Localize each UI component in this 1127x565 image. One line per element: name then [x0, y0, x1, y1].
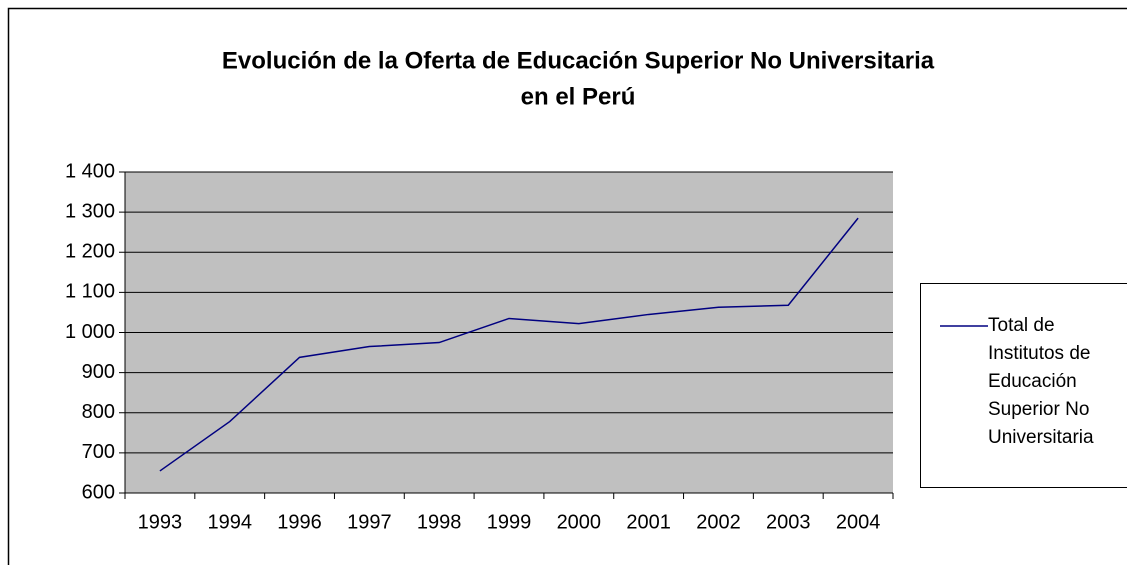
x-tick-label: 1994 [207, 511, 252, 533]
y-tick-label: 700 [82, 441, 115, 463]
x-tick-label: 2002 [696, 511, 741, 533]
y-tick-label: 1 300 [65, 200, 115, 222]
chart-title: en el Perú [521, 83, 636, 110]
y-tick-label: 900 [82, 361, 115, 383]
legend-box [920, 283, 1127, 488]
y-tick-label: 800 [82, 401, 115, 423]
x-tick-label: 2004 [836, 511, 881, 533]
chart-title: Evolución de la Oferta de Educación Supe… [222, 47, 935, 74]
y-tick-label: 600 [82, 481, 115, 503]
x-tick-label: 1993 [138, 511, 183, 533]
x-tick-label: 1999 [487, 511, 532, 533]
x-tick-label: 1997 [347, 511, 392, 533]
y-tick-label: 1 200 [65, 241, 115, 263]
x-tick-label: 2001 [626, 511, 671, 533]
x-tick-label: 1998 [417, 511, 462, 533]
x-tick-label: 2000 [557, 511, 602, 533]
y-tick-label: 1 100 [65, 281, 115, 303]
y-tick-label: 1 000 [65, 321, 115, 343]
legend-label: Total de Institutos de Educación Superio… [988, 315, 1094, 448]
y-tick-label: 1 400 [65, 160, 115, 182]
x-tick-label: 2003 [766, 511, 811, 533]
data-line [159, 217, 859, 472]
x-tick-label: 1996 [277, 511, 322, 533]
